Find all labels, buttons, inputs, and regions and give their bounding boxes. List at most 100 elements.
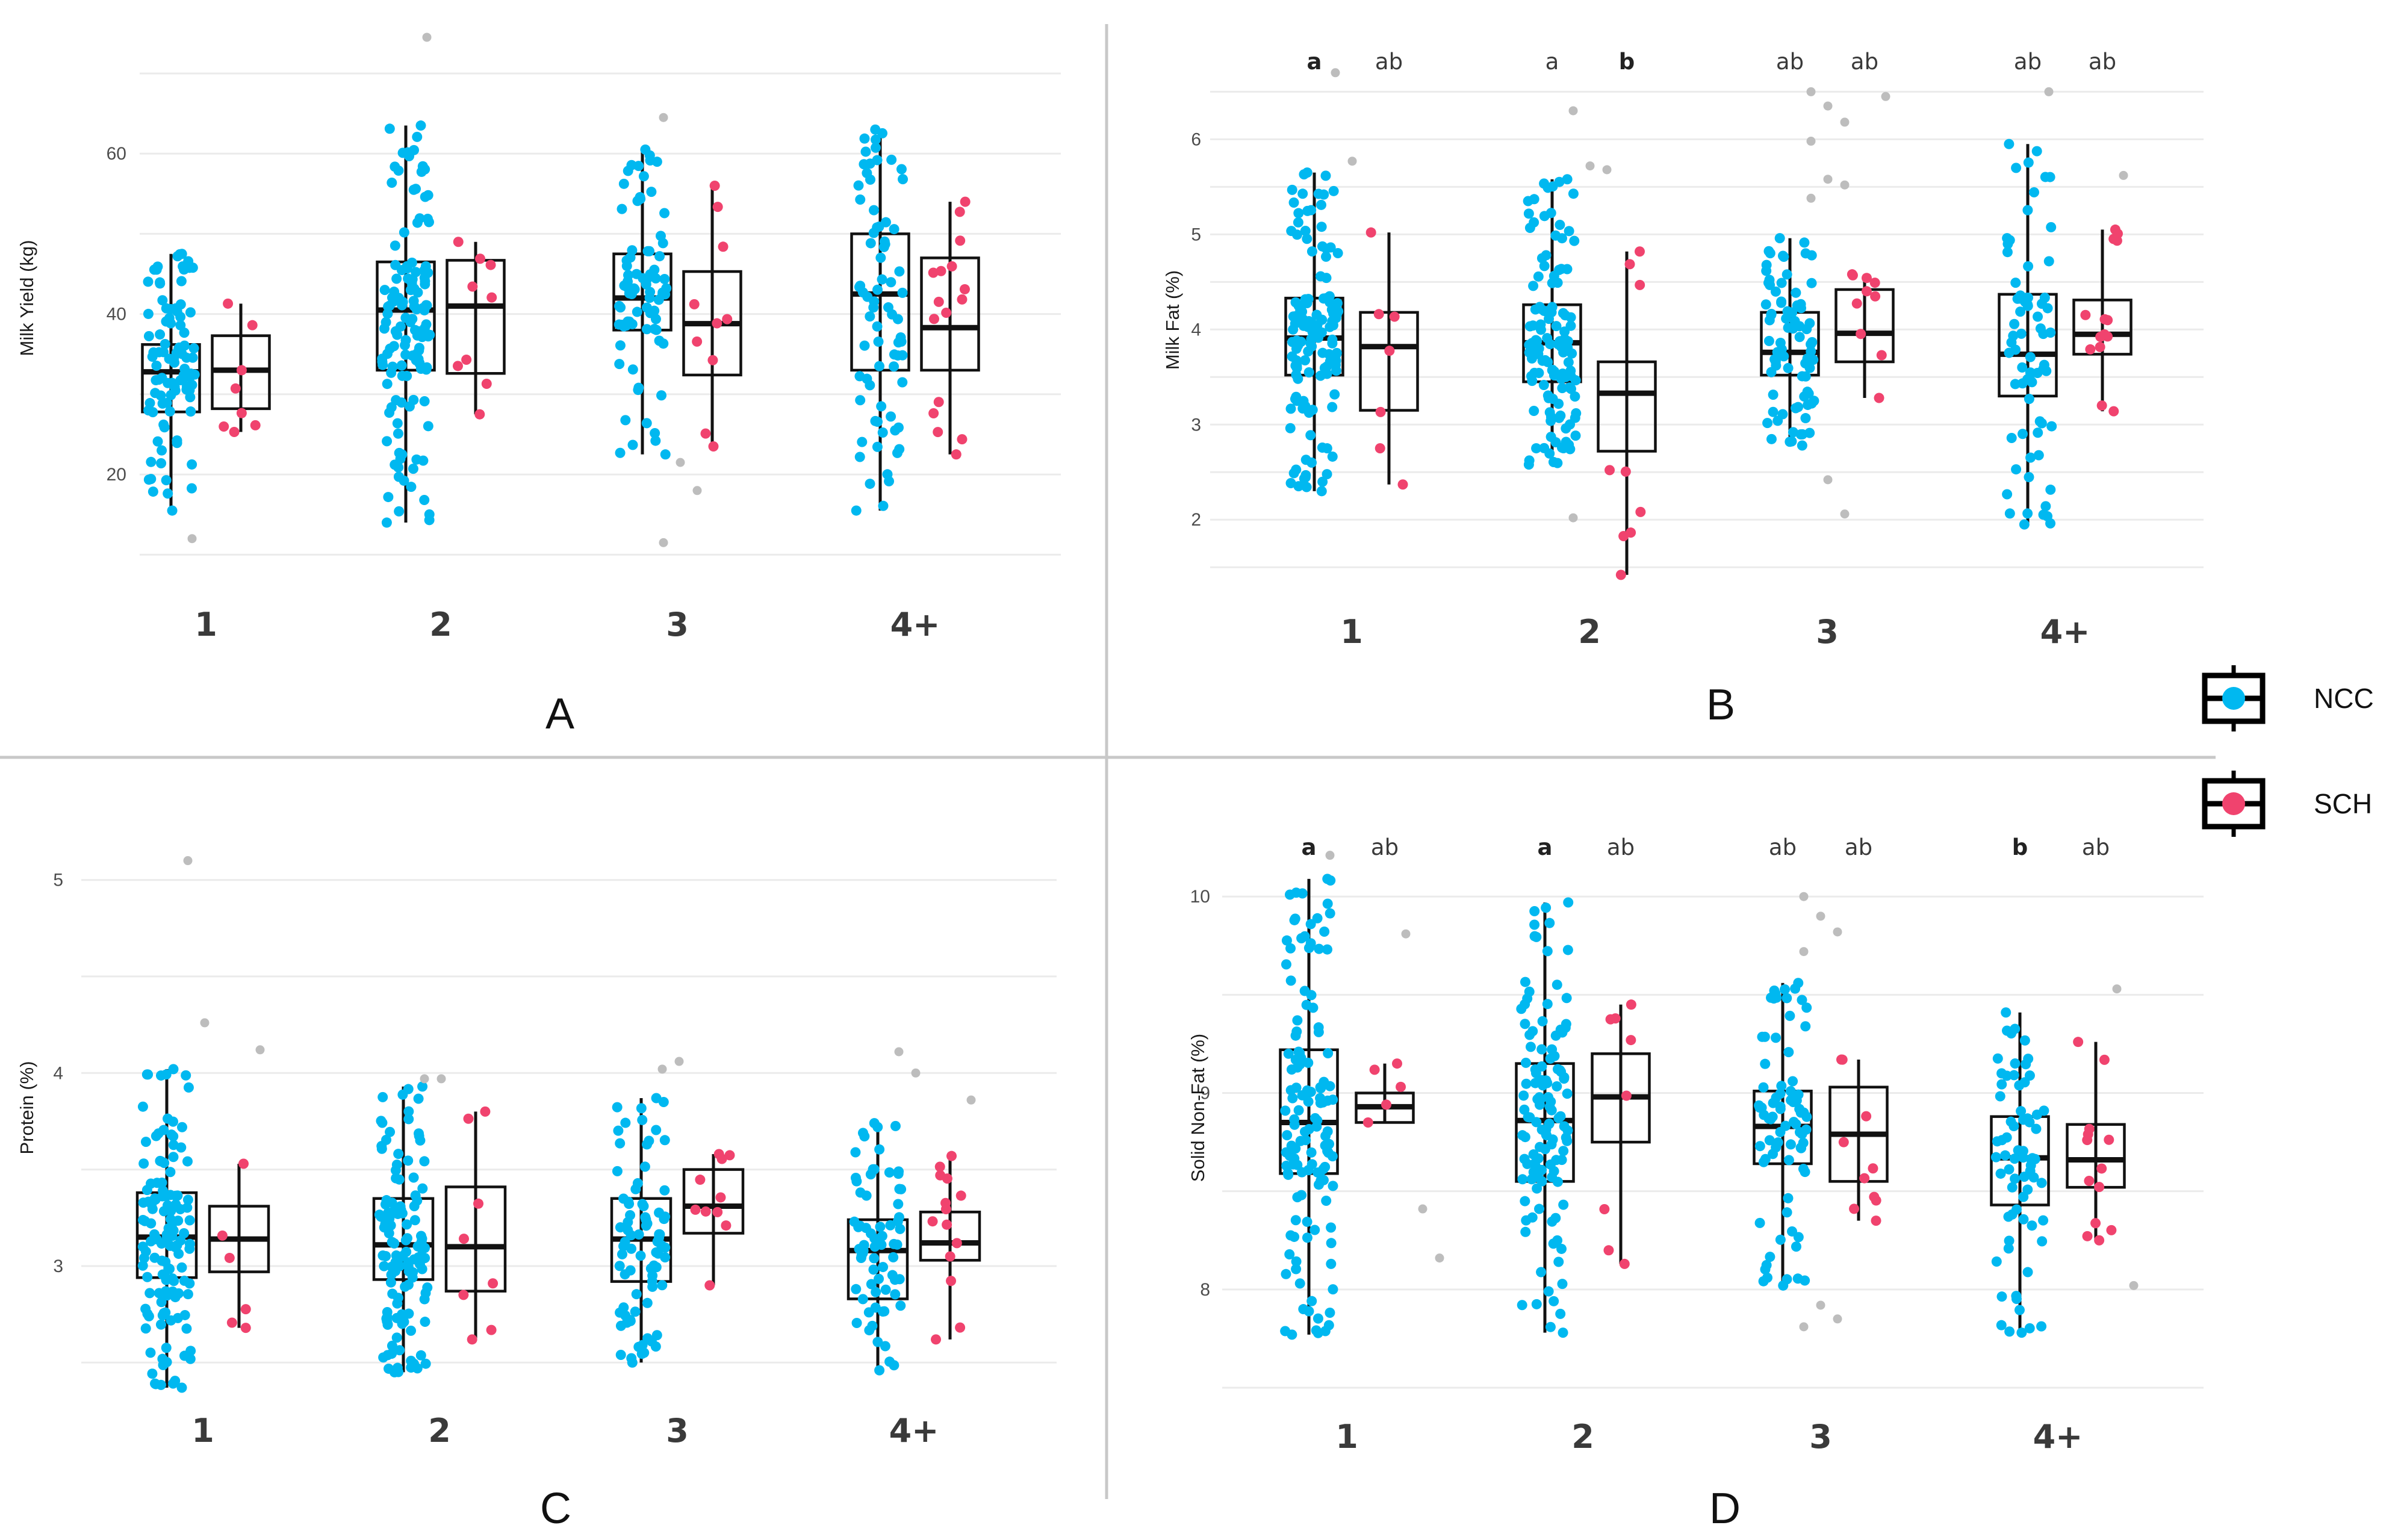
- data-point: [1521, 1078, 1532, 1089]
- data-point: [1520, 1057, 1531, 1068]
- outlier-point: [1347, 157, 1357, 166]
- data-point: [382, 379, 393, 390]
- data-point: [164, 406, 175, 417]
- data-point: [894, 444, 905, 455]
- data-point: [1517, 1300, 1527, 1311]
- data-point: [1791, 287, 1801, 298]
- data-point: [1314, 943, 1325, 954]
- outlier-point: [1840, 117, 1850, 127]
- data-point: [1766, 433, 1777, 444]
- data-point: [1541, 902, 1552, 913]
- data-point: [1536, 1061, 1547, 1072]
- data-point: [1530, 1068, 1541, 1079]
- data-point: [928, 408, 939, 418]
- data-point: [164, 312, 175, 323]
- data-point: [392, 418, 403, 429]
- box-ncc-1: [141, 249, 201, 544]
- data-point: [645, 1263, 656, 1274]
- data-point: [393, 1293, 403, 1303]
- data-point: [614, 1261, 625, 1271]
- x-tick-label: 4+: [890, 606, 940, 644]
- data-point: [1545, 1321, 1556, 1332]
- data-point: [181, 384, 192, 395]
- data-point: [873, 336, 884, 347]
- data-point: [1326, 1238, 1337, 1249]
- data-point: [406, 1325, 417, 1336]
- data-point: [236, 408, 247, 418]
- data-point: [615, 447, 626, 458]
- box-sch-3: [682, 1149, 745, 1291]
- data-point: [1775, 1088, 1786, 1099]
- data-point: [2004, 138, 2015, 149]
- data-point: [1557, 1279, 1568, 1290]
- data-point: [874, 1365, 885, 1376]
- data-point: [642, 1218, 653, 1229]
- data-point: [184, 1215, 195, 1226]
- data-point: [179, 1228, 190, 1238]
- data-point: [1325, 1081, 1335, 1091]
- data-point: [1525, 1042, 1536, 1052]
- box-iqr: [1597, 360, 1657, 453]
- data-point: [420, 261, 431, 272]
- y-tick-label: 60: [107, 144, 126, 164]
- data-point: [137, 1241, 148, 1252]
- data-point: [690, 1204, 701, 1215]
- data-point: [689, 299, 700, 309]
- data-point: [156, 458, 167, 469]
- data-point: [1281, 1268, 1291, 1279]
- data-point: [226, 1317, 237, 1328]
- x-tick-label: 3: [1809, 1418, 1832, 1456]
- data-point: [870, 415, 881, 426]
- data-point: [2036, 1321, 2047, 1332]
- outlier-point: [1881, 92, 1890, 101]
- box-sch-2: [1591, 999, 1651, 1269]
- data-point: [641, 302, 652, 313]
- data-point: [185, 406, 196, 417]
- data-point: [1796, 303, 1807, 314]
- data-point: [2003, 1243, 2014, 1254]
- data-point: [163, 488, 173, 499]
- data-point: [1563, 897, 1574, 908]
- data-point: [2085, 344, 2096, 355]
- data-point: [850, 1172, 861, 1183]
- data-point: [1396, 1081, 1406, 1092]
- data-point: [1535, 1094, 1546, 1105]
- data-point: [152, 1178, 163, 1188]
- data-point: [419, 1156, 430, 1167]
- data-point: [2019, 1035, 2030, 1046]
- data-point: [1296, 1167, 1307, 1178]
- data-point: [408, 464, 418, 474]
- data-point: [955, 235, 966, 246]
- legend-label-sch: SCH: [2314, 788, 2372, 819]
- data-point: [161, 1356, 172, 1367]
- data-point: [408, 1267, 418, 1278]
- data-point: [650, 427, 660, 438]
- data-point: [1292, 1192, 1303, 1203]
- data-point: [614, 319, 624, 330]
- y-tick-label: 40: [107, 305, 126, 324]
- data-point: [2019, 519, 2030, 530]
- data-point: [187, 459, 197, 470]
- data-point: [163, 1263, 174, 1274]
- data-point: [1605, 1014, 1616, 1025]
- data-point: [142, 1271, 153, 1282]
- y-axis-label: Protein (%): [16, 1061, 37, 1154]
- data-point: [1763, 335, 1774, 346]
- data-point: [1793, 1089, 1804, 1100]
- x-tick-label: 2: [429, 606, 452, 644]
- data-point: [1322, 469, 1332, 480]
- data-point: [1780, 984, 1791, 995]
- data-point: [2108, 406, 2119, 417]
- data-point: [872, 155, 883, 166]
- data-point: [2033, 311, 2043, 322]
- data-point: [169, 357, 180, 368]
- data-point: [247, 320, 258, 331]
- data-point: [1517, 1130, 1528, 1141]
- box-ncc-4+: [1998, 87, 2058, 530]
- data-point: [1308, 1002, 1319, 1013]
- y-tick-label: 4: [1191, 320, 1201, 340]
- data-point: [1528, 1167, 1539, 1178]
- data-point: [1300, 455, 1311, 465]
- data-point: [933, 296, 944, 307]
- data-point: [156, 1156, 167, 1167]
